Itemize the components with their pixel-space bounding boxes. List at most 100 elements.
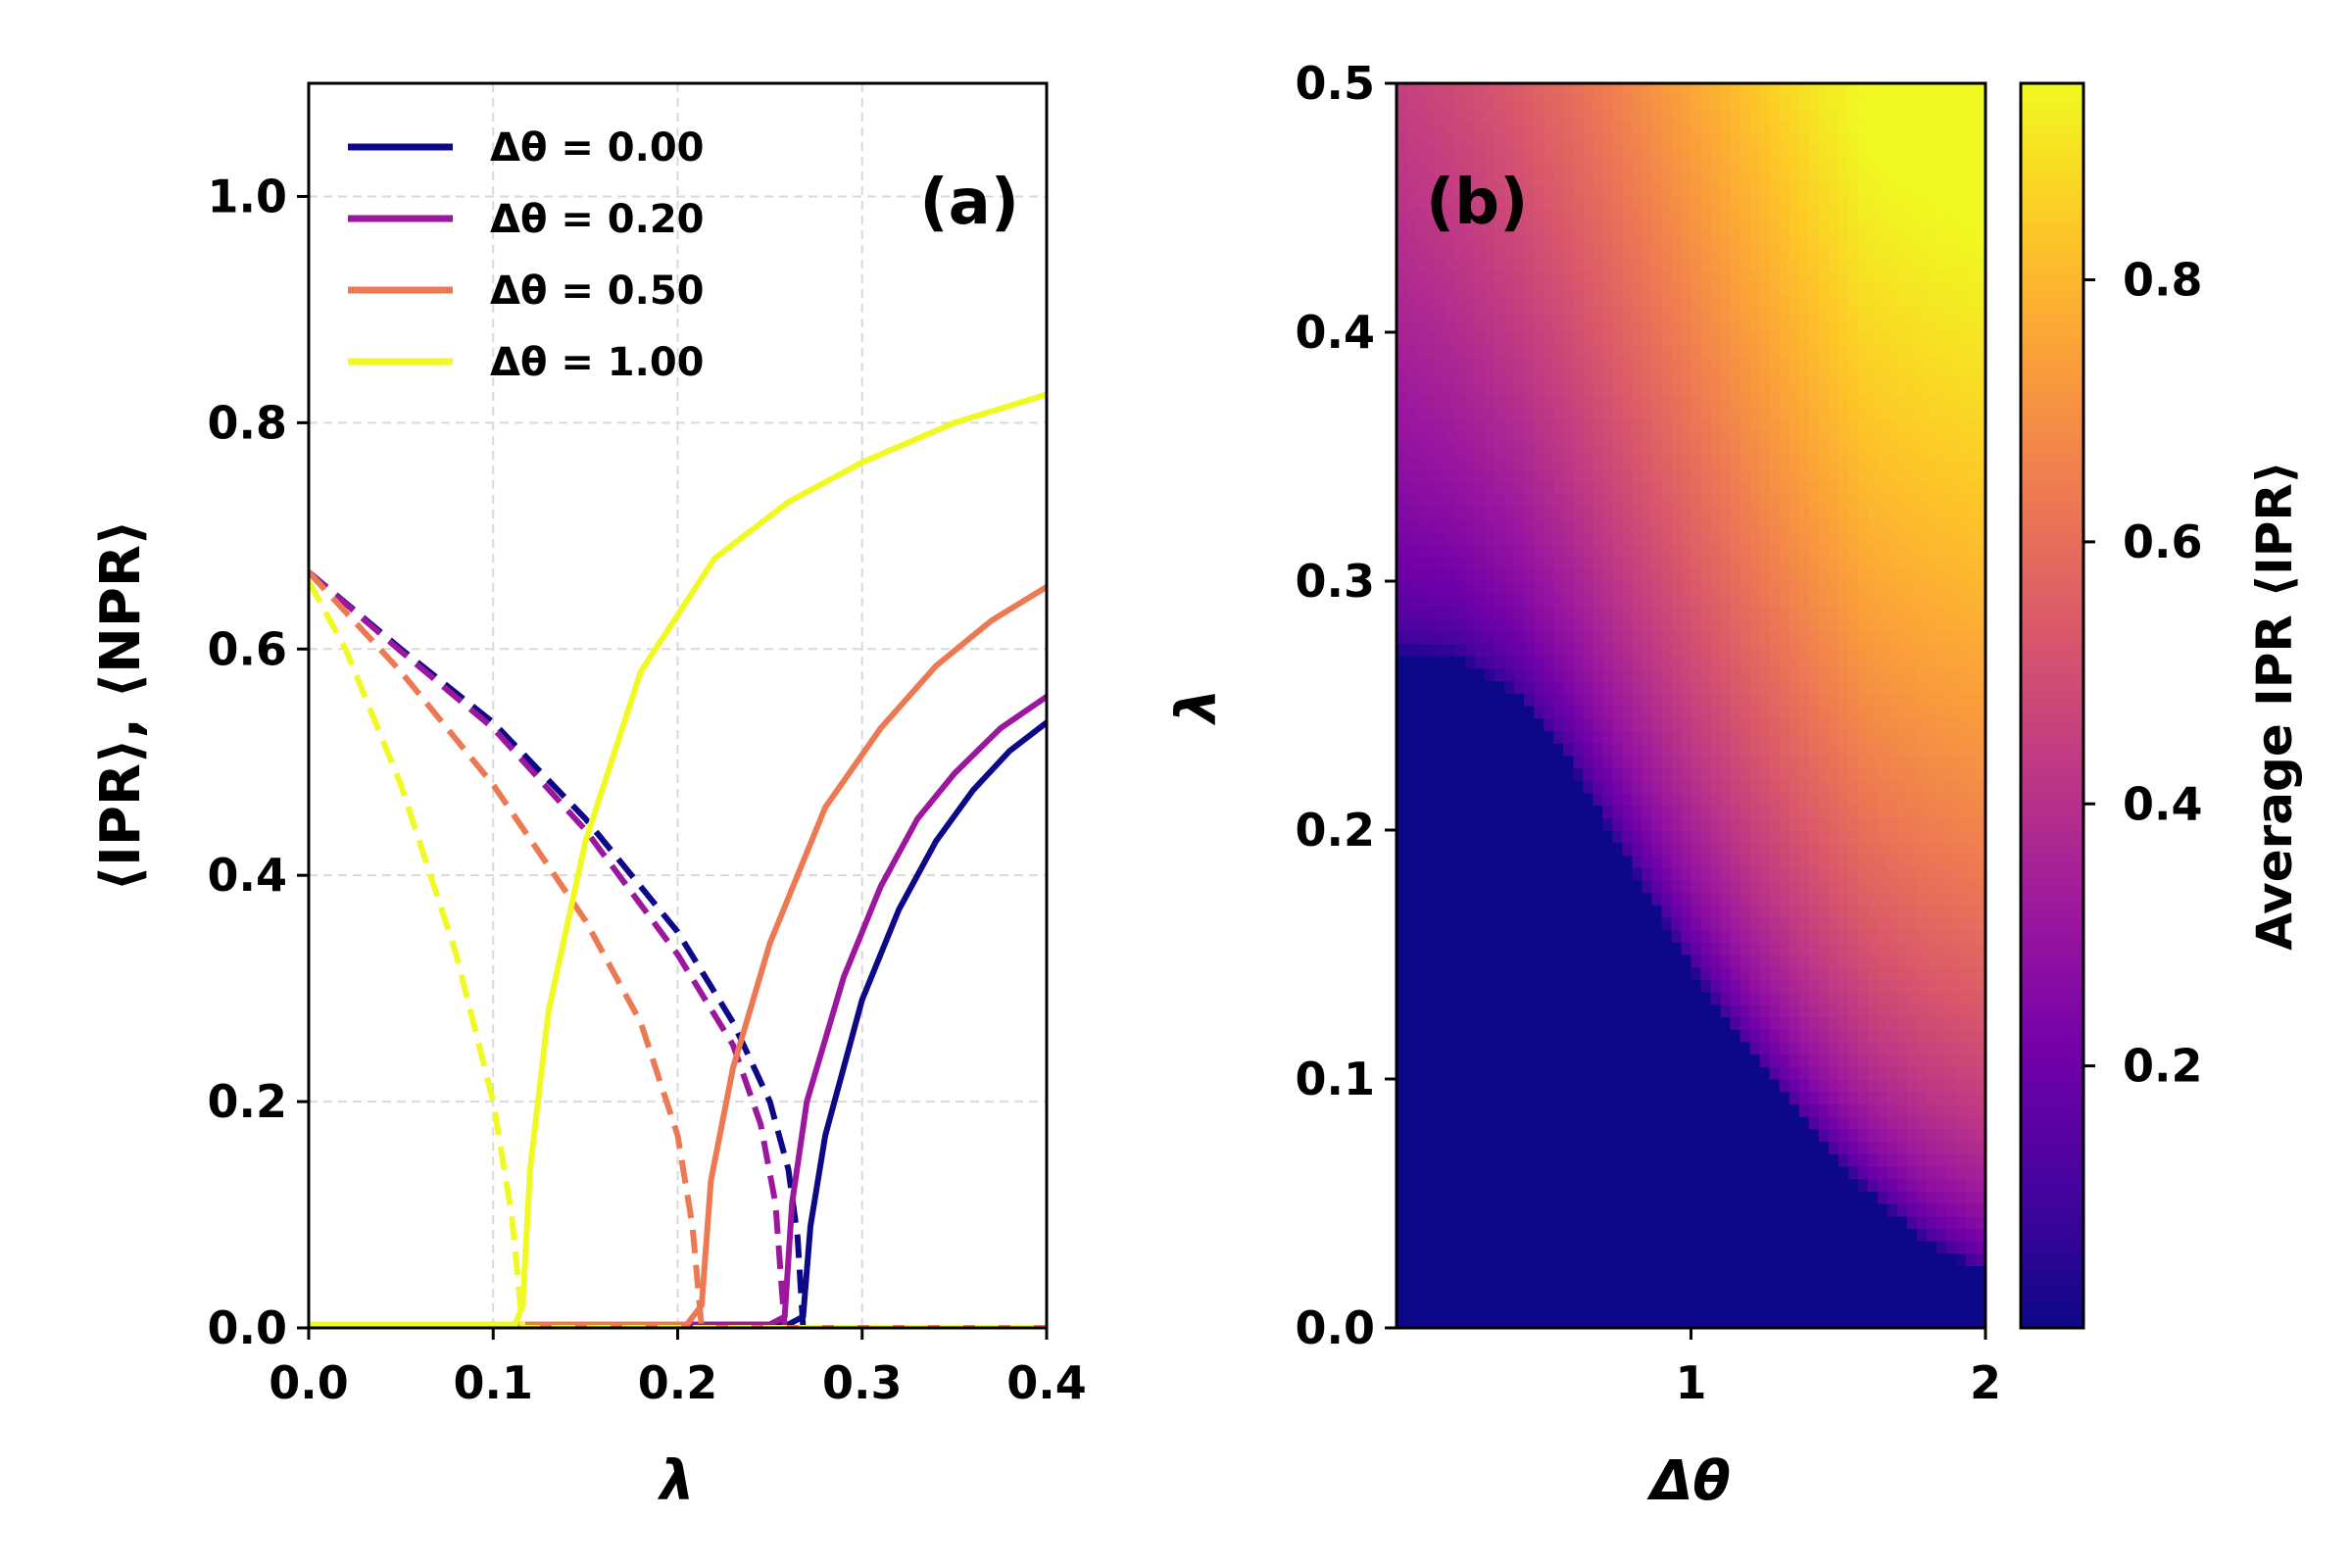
- heatmap-cell: [1446, 1252, 1456, 1267]
- heatmap-cell: [1749, 855, 1761, 868]
- heatmap-cell: [1690, 407, 1702, 420]
- heatmap-cell: [1857, 830, 1869, 844]
- heatmap-cell: [1651, 1302, 1663, 1316]
- heatmap-cell: [1632, 1228, 1643, 1242]
- heatmap-cell: [1828, 643, 1839, 657]
- heatmap-cell: [1406, 1079, 1417, 1093]
- heatmap-cell: [1700, 245, 1712, 259]
- heatmap-cell: [1544, 132, 1554, 147]
- heatmap-cell: [1455, 955, 1466, 968]
- heatmap-cell: [1573, 468, 1584, 482]
- heatmap-cell: [1592, 344, 1603, 358]
- heatmap-cell: [1710, 755, 1722, 769]
- heatmap-cell: [1455, 1103, 1466, 1117]
- heatmap-cell: [1700, 606, 1712, 619]
- heatmap-cell: [1720, 966, 1732, 980]
- heatmap-cell: [1749, 618, 1761, 632]
- heatmap-cell: [1730, 1141, 1741, 1154]
- heatmap-cell: [1838, 1178, 1849, 1192]
- heatmap-cell: [1534, 643, 1544, 657]
- heatmap-cell: [1661, 730, 1673, 744]
- heatmap-cell: [1632, 369, 1643, 383]
- heatmap-cell: [1730, 867, 1741, 881]
- heatmap-cell: [1396, 1116, 1407, 1130]
- heatmap-cell: [1406, 892, 1417, 906]
- heatmap-cell: [1838, 1191, 1849, 1204]
- heatmap-cell: [1730, 992, 1741, 1005]
- heatmap-cell: [1671, 468, 1683, 482]
- heatmap-cell: [1730, 942, 1741, 956]
- heatmap-cell: [1740, 457, 1751, 470]
- heatmap-cell: [1769, 1128, 1781, 1143]
- heatmap-cell: [1534, 170, 1544, 184]
- heatmap-cell: [1759, 1054, 1771, 1067]
- heatmap-cell: [1847, 1228, 1859, 1242]
- heatmap-cell: [1651, 468, 1663, 482]
- heatmap-cell: [1622, 381, 1633, 396]
- heatmap-cell: [1788, 319, 1800, 333]
- heatmap-cell: [1740, 319, 1751, 333]
- heatmap-cell: [1700, 1290, 1712, 1304]
- heatmap-cell: [1681, 1278, 1692, 1292]
- heatmap-cell: [1740, 506, 1751, 520]
- heatmap-cell: [1514, 1215, 1525, 1229]
- heatmap-cell: [1710, 581, 1722, 595]
- heatmap-cell: [1544, 979, 1554, 993]
- heatmap-cell: [1749, 892, 1761, 906]
- heatmap-cell: [1730, 979, 1741, 993]
- heatmap-cell: [1416, 245, 1427, 259]
- heatmap-cell: [1416, 344, 1427, 358]
- heatmap-cell: [1877, 955, 1888, 968]
- heatmap-cell: [1788, 966, 1800, 980]
- heatmap-cell: [1838, 1016, 1849, 1030]
- heatmap-cell: [1847, 581, 1859, 595]
- heatmap-cell: [1690, 630, 1702, 645]
- heatmap-cell: [1671, 121, 1683, 134]
- heatmap-cell: [1563, 257, 1574, 271]
- heatmap-cell: [1788, 717, 1800, 731]
- heatmap-cell: [1622, 1041, 1633, 1055]
- heatmap-cell: [1406, 1016, 1417, 1030]
- heatmap-cell: [1544, 805, 1554, 818]
- heatmap-cell: [1642, 817, 1653, 831]
- heatmap-cell: [1544, 145, 1554, 159]
- heatmap-cell: [1485, 1252, 1495, 1267]
- heatmap-cell: [1602, 992, 1613, 1005]
- heatmap-cell: [1455, 506, 1466, 520]
- heatmap-cell: [1671, 294, 1683, 309]
- heatmap-cell: [1671, 407, 1683, 420]
- heatmap-cell: [1485, 307, 1495, 320]
- heatmap-cell: [1494, 879, 1505, 894]
- heatmap-cell: [1583, 618, 1593, 632]
- heatmap-cell: [1857, 468, 1869, 482]
- heatmap-cell: [1514, 1116, 1525, 1130]
- heatmap-cell: [1690, 593, 1702, 607]
- heatmap-cell: [1730, 916, 1741, 931]
- heatmap-cell: [1494, 643, 1505, 657]
- heatmap-cell: [1759, 556, 1771, 569]
- heatmap-cell: [1681, 1041, 1692, 1055]
- heatmap-cell: [1406, 531, 1417, 545]
- heatmap-cell: [1769, 966, 1781, 980]
- heatmap-cell: [1740, 1128, 1751, 1143]
- heatmap-cell: [1642, 1066, 1653, 1080]
- heatmap-cell: [1534, 518, 1544, 532]
- heatmap-cell: [1798, 842, 1810, 856]
- heatmap-cell: [1681, 942, 1692, 956]
- heatmap-cell: [1563, 145, 1574, 159]
- heatmap-cell: [1602, 717, 1613, 731]
- heatmap-cell: [1857, 1141, 1869, 1154]
- heatmap-cell: [1857, 245, 1869, 259]
- heatmap-cell: [1798, 1029, 1810, 1043]
- heatmap-cell: [1612, 369, 1623, 383]
- heatmap-cell: [1720, 979, 1732, 993]
- heatmap-cell: [1759, 121, 1771, 134]
- heatmap-cell: [1720, 394, 1732, 408]
- heatmap-cell: [1759, 208, 1771, 221]
- heatmap-cell: [1436, 494, 1446, 508]
- heatmap-cell: [1602, 1091, 1613, 1104]
- heatmap-cell: [1544, 431, 1554, 445]
- heatmap-cell: [1632, 1029, 1643, 1043]
- heatmap-cell: [1730, 319, 1741, 333]
- heatmap-cell: [1396, 294, 1407, 309]
